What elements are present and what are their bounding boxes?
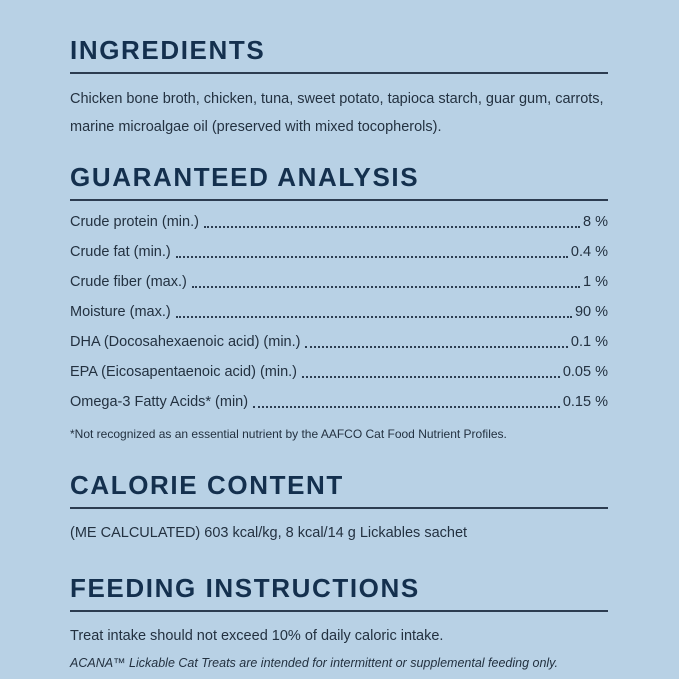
analysis-row-value: 0.4 % <box>570 244 608 260</box>
analysis-row-label: Moisture (max.) <box>70 304 171 320</box>
analysis-row-crude-fat: Crude fat (min.) 0.4 % <box>70 237 608 267</box>
guaranteed-analysis-title: GUARANTEED ANALYSIS <box>70 162 420 192</box>
calorie-content-value: (ME CALCULATED) 603 kcal/kg, 8 kcal/14 g… <box>70 525 468 541</box>
supplemental-feeding-note: ACANA™ Lickable Cat Treats are intended … <box>70 656 558 670</box>
calorie-content-section: CALORIE CONTENT (ME CALCULATED) 603 kcal… <box>70 471 608 544</box>
analysis-row-label: EPA (Eicosapentaenoic acid) (min.) <box>70 364 298 380</box>
ingredients-divider <box>70 72 608 74</box>
dot-leader <box>175 256 568 258</box>
feeding-instructions-divider <box>70 610 608 612</box>
feeding-instructions-text: Treat intake should not exceed 10% of da… <box>70 628 444 644</box>
guaranteed-analysis-section: GUARANTEED ANALYSIS Crude protein (min.)… <box>70 163 608 443</box>
ingredients-title: INGREDIENTS <box>70 35 266 65</box>
analysis-row-dha: DHA (Docosahexaenoic acid) (min.) 0.1 % <box>70 327 608 357</box>
analysis-row-omega3: Omega-3 Fatty Acids* (min) 0.15 % <box>70 387 608 417</box>
dot-leader <box>175 316 572 318</box>
ingredients-list: Chicken bone broth, chicken, tuna, sweet… <box>70 91 604 135</box>
ingredients-section: INGREDIENTS Chicken bone broth, chicken,… <box>70 36 608 141</box>
dot-leader <box>302 376 560 378</box>
analysis-row-crude-protein: Crude protein (min.) 8 % <box>70 207 608 237</box>
calorie-content-divider <box>70 507 608 509</box>
analysis-row-crude-fiber: Crude fiber (max.) 1 % <box>70 267 608 297</box>
analysis-row-label: DHA (Docosahexaenoic acid) (min.) <box>70 334 301 350</box>
analysis-row-value: 0.1 % <box>570 334 608 350</box>
analysis-row-value: 1 % <box>583 274 608 290</box>
feeding-instructions-title: FEEDING INSTRUCTIONS <box>70 573 420 603</box>
analysis-row-value: 0.15 % <box>562 394 608 410</box>
analysis-row-label: Omega-3 Fatty Acids* (min) <box>70 394 249 410</box>
analysis-row-value: 0.05 % <box>562 364 608 380</box>
analysis-row-label: Crude fiber (max.) <box>70 274 187 290</box>
dot-leader <box>305 346 568 348</box>
analysis-row-label: Crude protein (min.) <box>70 214 199 230</box>
dot-leader <box>191 286 580 288</box>
dot-leader <box>203 226 580 228</box>
analysis-row-value: 8 % <box>583 214 608 230</box>
analysis-row-value: 90 % <box>574 304 608 320</box>
calorie-content-title: CALORIE CONTENT <box>70 470 344 500</box>
feeding-instructions-section: FEEDING INSTRUCTIONS Treat intake should… <box>70 574 608 672</box>
dot-leader <box>253 406 560 408</box>
analysis-row-epa: EPA (Eicosapentaenoic acid) (min.) 0.05 … <box>70 357 608 387</box>
guaranteed-analysis-divider <box>70 199 608 201</box>
guaranteed-analysis-table: Crude protein (min.) 8 % Crude fat (min.… <box>70 207 608 417</box>
aafco-footnote: *Not recognized as an essential nutrient… <box>70 427 507 441</box>
analysis-row-moisture: Moisture (max.) 90 % <box>70 297 608 327</box>
analysis-row-label: Crude fat (min.) <box>70 244 171 260</box>
